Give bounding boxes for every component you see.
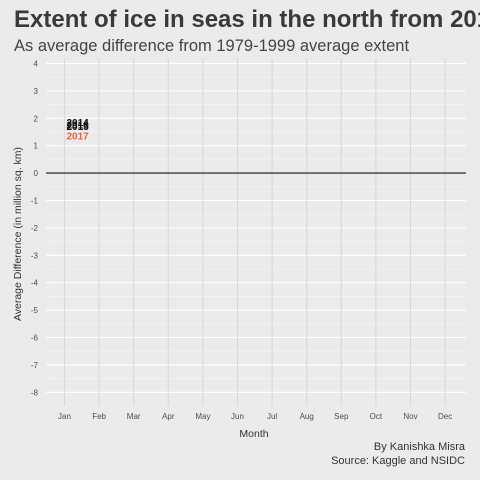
caption-source: Source: Kaggle and NSIDC — [331, 455, 465, 467]
y-tick-label: -7 — [31, 361, 39, 370]
y-tick-label: -4 — [31, 279, 39, 288]
y-tick-label: 3 — [34, 87, 39, 96]
x-axis-label: Month — [239, 428, 269, 440]
chart-subtitle: As average difference from 1979-1999 ave… — [14, 37, 410, 55]
y-tick-label: -1 — [31, 196, 39, 205]
y-tick-label: -2 — [31, 224, 39, 233]
x-tick-label: Jan — [58, 412, 71, 421]
x-tick-label: Nov — [403, 412, 417, 421]
tick-labels: 4 3 2 1 0 -1 -2 -3 -4 -5 -6 -7 -8 Jan Feb Mar Apr May Jun J… — [31, 59, 452, 421]
x-tick-label: Mar — [127, 412, 141, 421]
series-label-2015: 2015 — [67, 122, 90, 133]
x-tick-label: May — [195, 412, 210, 421]
x-tick-label: Aug — [300, 412, 314, 421]
x-tick-label: Oct — [370, 412, 383, 421]
y-tick-label: -8 — [31, 388, 39, 397]
caption: By Kanishka Misra Source: Kaggle and NSI… — [331, 440, 465, 468]
y-tick-label: -6 — [31, 333, 39, 342]
x-tick-label: Jun — [231, 412, 244, 421]
series-label-2014: 2014 — [67, 118, 90, 129]
x-tick-label: Apr — [162, 412, 175, 421]
plot-background — [46, 58, 466, 406]
x-tick-label: Sep — [334, 412, 349, 421]
x-tick-label: Dec — [438, 412, 452, 421]
chart-title: Extent of ice in seas in the north from … — [14, 6, 480, 33]
y-tick-label: 4 — [34, 59, 39, 68]
y-tick-label: -3 — [31, 251, 39, 260]
y-tick-label: 1 — [34, 142, 39, 151]
x-tick-label: Jul — [267, 412, 277, 421]
caption-author: By Kanishka Misra — [373, 441, 465, 453]
series-label-2016: 2016 — [67, 121, 90, 132]
y-tick-label: -5 — [31, 306, 39, 315]
series-label-2017: 2017 — [67, 132, 90, 143]
y-tick-label: 0 — [34, 169, 39, 178]
y-tick-label: 2 — [34, 114, 39, 123]
x-tick-label: Feb — [92, 412, 106, 421]
y-axis-label: Average Difference (in million sq. km) — [12, 146, 24, 322]
